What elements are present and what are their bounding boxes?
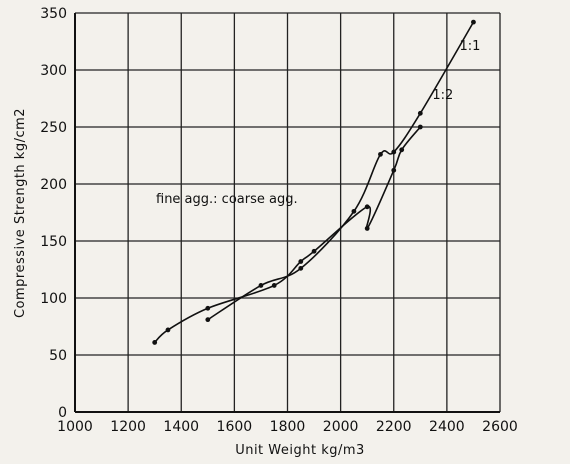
data-point bbox=[205, 305, 211, 311]
y-tick-label: 150 bbox=[40, 234, 67, 250]
y-axis-label: Compressive Strength kg/cm2 bbox=[13, 108, 28, 318]
x-axis-label: Unit Weight kg/m3 bbox=[235, 443, 365, 458]
data-point bbox=[165, 327, 171, 333]
x-tick-label: 2600 bbox=[482, 419, 518, 435]
x-tick-label: 1200 bbox=[110, 419, 146, 435]
data-point bbox=[364, 226, 370, 231]
chart-grid bbox=[74, 12, 501, 413]
x-tick-label: 1600 bbox=[217, 419, 253, 435]
y-tick-label: 200 bbox=[40, 177, 67, 193]
y-tick-labels: 0 50 100 150 200 250 300 350 bbox=[40, 6, 67, 421]
annotation-text: fine agg.: coarse agg. bbox=[156, 192, 298, 207]
y-tick-label: 100 bbox=[40, 291, 67, 307]
data-point bbox=[399, 147, 405, 153]
y-tick-label: 350 bbox=[40, 6, 67, 22]
data-point bbox=[311, 248, 317, 254]
data-point bbox=[298, 259, 304, 264]
data-point bbox=[417, 110, 423, 116]
data-point bbox=[391, 167, 397, 173]
series-label-1: 1:1 bbox=[459, 39, 480, 54]
y-tick-label: 300 bbox=[40, 63, 67, 79]
x-tick-label: 2000 bbox=[323, 419, 359, 435]
data-point bbox=[152, 340, 158, 345]
series-label-2: 1:2 bbox=[432, 88, 453, 103]
data-point bbox=[271, 283, 277, 288]
y-tick-label: 0 bbox=[58, 405, 67, 421]
x-tick-label: 1800 bbox=[270, 419, 306, 435]
x-tick-label: 2200 bbox=[376, 419, 412, 435]
y-tick-label: 50 bbox=[49, 348, 67, 364]
chart-series: 1:1 1:2 bbox=[152, 19, 480, 345]
y-tick-label: 250 bbox=[40, 120, 67, 136]
data-point bbox=[298, 265, 304, 271]
x-tick-label: 1400 bbox=[163, 419, 199, 435]
x-tick-label: 2400 bbox=[429, 419, 465, 435]
data-point bbox=[205, 317, 211, 323]
x-tick-label: 1000 bbox=[57, 419, 93, 435]
chart-axes bbox=[74, 13, 500, 413]
data-point bbox=[258, 283, 264, 288]
data-point bbox=[351, 208, 357, 214]
data-point bbox=[364, 204, 370, 210]
data-point bbox=[378, 151, 383, 157]
x-tick-labels: 1000 1200 1400 1600 1800 2000 2200 2400 2600 bbox=[57, 419, 518, 435]
data-point bbox=[417, 124, 423, 130]
data-point bbox=[471, 19, 476, 25]
data-point bbox=[391, 149, 397, 155]
